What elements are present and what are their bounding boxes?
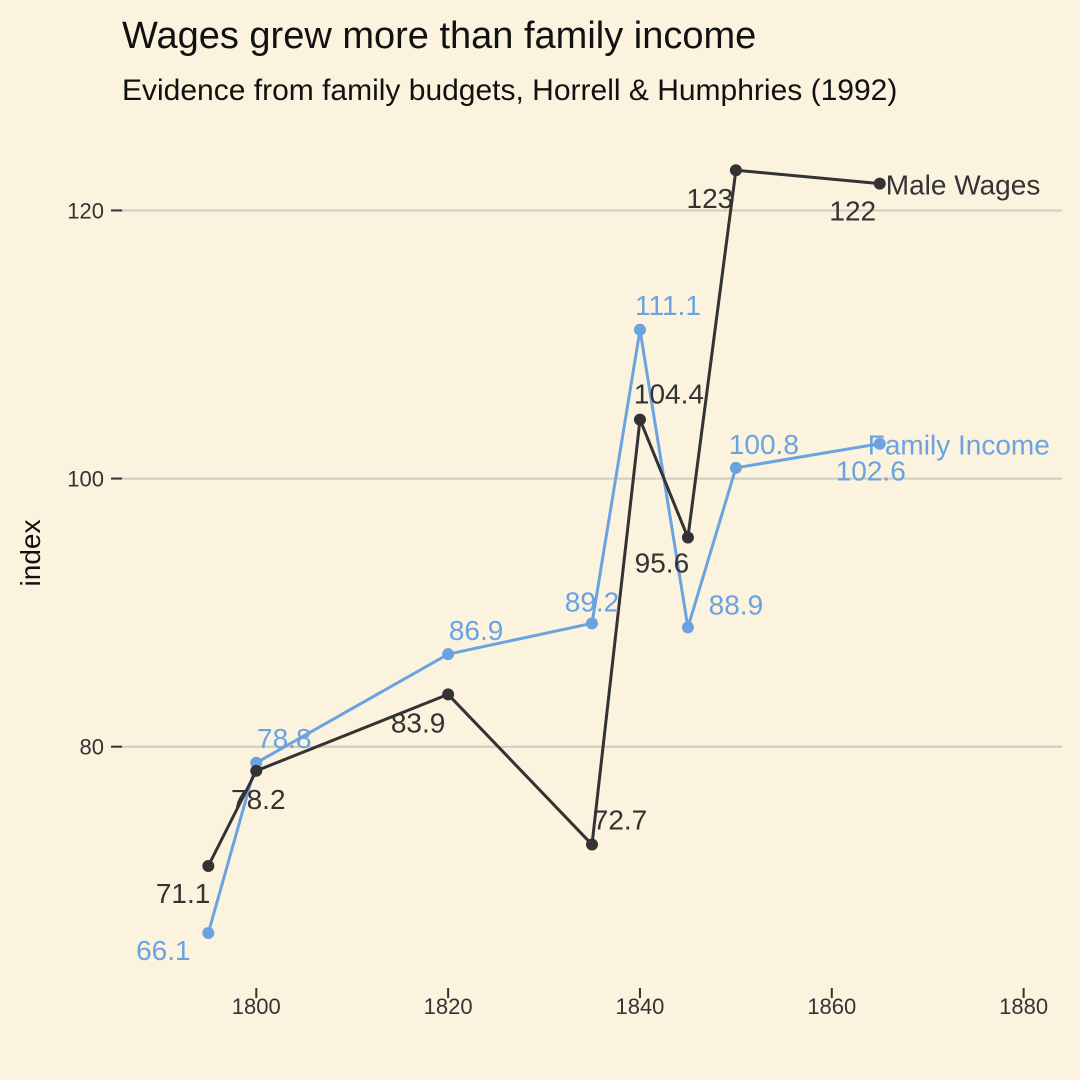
data-label: 83.9	[391, 707, 446, 738]
data-label: 88.9	[709, 589, 764, 620]
data-point	[681, 621, 694, 634]
data-point	[633, 323, 646, 336]
y-tick-label: 120	[67, 198, 104, 223]
data-label: 123	[687, 183, 734, 214]
data-label: 66.1	[136, 935, 191, 966]
series-name-label: Family Income	[868, 430, 1050, 461]
data-point	[873, 177, 886, 190]
data-label: 104.4	[634, 379, 704, 410]
data-point	[729, 461, 742, 474]
data-label: 78.8	[257, 723, 312, 754]
data-label: 95.6	[635, 548, 690, 579]
data-point	[442, 688, 455, 701]
x-tick-label: 1880	[999, 994, 1048, 1019]
data-point	[873, 437, 886, 450]
data-label: 102.6	[836, 456, 906, 487]
axes: 80 100 120 1800 1820 1840 1860 1880	[67, 198, 1048, 1019]
data-label: 89.2	[565, 586, 620, 617]
gridlines	[122, 209, 1062, 748]
data-label: 111.1	[635, 290, 701, 321]
x-tick-label: 1840	[615, 994, 664, 1019]
data-point	[202, 860, 215, 873]
data-point	[586, 838, 598, 851]
data-labels: 71.1 78.2 83.9 72.7 104.4 95.6 123 122 Male Wage…	[136, 170, 1050, 966]
data-label: 71.1	[156, 878, 211, 909]
data-label: 100.8	[729, 429, 799, 460]
x-tick-label: 1800	[232, 994, 281, 1019]
y-tick-label: 100	[67, 467, 104, 492]
y-tick-label: 80	[80, 735, 104, 760]
series-line	[206, 328, 881, 934]
chart-subtitle: Evidence from family budgets, Horrell & …	[122, 74, 897, 107]
data-label: 72.7	[593, 805, 648, 836]
data-point	[681, 531, 694, 544]
x-tick-label: 1820	[424, 994, 473, 1019]
series-name-label: Male Wages	[886, 170, 1041, 201]
data-point	[586, 617, 598, 630]
y-axis-title: index	[15, 520, 46, 587]
data-point	[442, 648, 455, 661]
data-label: 78.2	[231, 784, 286, 815]
data-label: 86.9	[449, 615, 504, 646]
series-line	[206, 168, 880, 867]
data-point	[250, 764, 263, 777]
data-point	[729, 164, 742, 177]
x-tick-label: 1860	[807, 994, 856, 1019]
data-point	[633, 413, 646, 426]
data-point	[202, 927, 215, 940]
series-group	[202, 164, 886, 940]
chart-title: Wages grew more than family income	[122, 15, 756, 57]
data-label: 122	[829, 196, 876, 227]
